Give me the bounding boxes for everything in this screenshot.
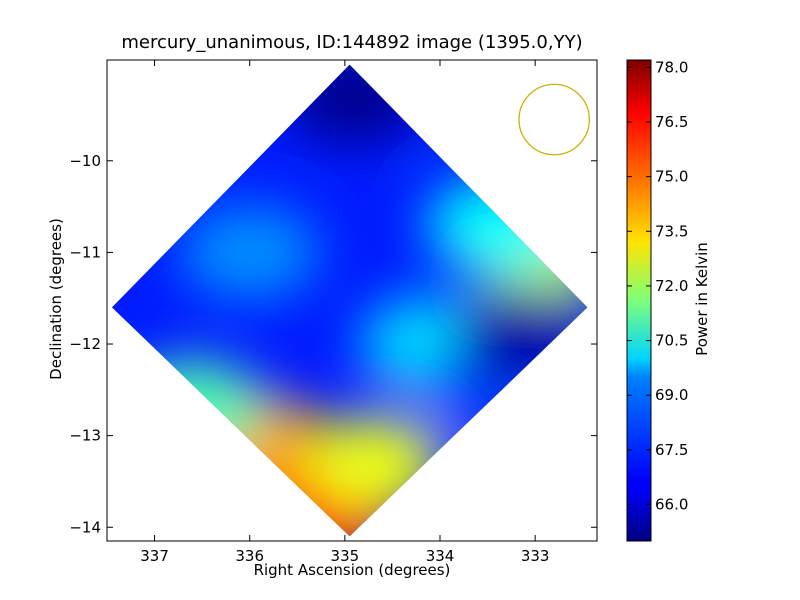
y-tick-label: −14 — [69, 518, 101, 536]
y-axis-label: Declination (degrees) — [47, 218, 65, 380]
colorbar — [626, 59, 652, 542]
colorbar-tick-label: 73.5 — [655, 222, 688, 240]
x-tick-label: 336 — [235, 547, 264, 565]
colorbar-tick-label: 67.5 — [655, 441, 688, 459]
x-axis-label: Right Ascension (degrees) — [253, 561, 451, 579]
colorbar-tick-label: 70.5 — [655, 332, 688, 350]
x-tick-label: 333 — [521, 547, 550, 565]
colorbar-tick-label: 69.0 — [655, 386, 688, 404]
y-tick-label: −13 — [69, 427, 101, 445]
chart-title: mercury_unanimous, ID:144892 image (1395… — [121, 32, 583, 53]
colorbar-tick-label: 66.0 — [655, 496, 688, 514]
colorbar-tick-label: 72.0 — [655, 277, 688, 295]
colorbar-tick-label: 75.0 — [655, 168, 688, 186]
heat-region — [179, 204, 320, 301]
y-tick-label: −10 — [69, 152, 101, 170]
beam-circle — [518, 83, 591, 156]
colorbar-tick-label: 78.0 — [655, 58, 688, 76]
x-tick-label: 335 — [331, 547, 360, 565]
colorbar-label: Power in Kelvin — [693, 242, 711, 356]
colorbar-tick-label: 76.5 — [655, 113, 688, 131]
y-tick-label: −12 — [69, 335, 101, 353]
x-tick-label: 334 — [426, 547, 455, 565]
y-tick-label: −11 — [69, 243, 101, 261]
x-tick-label: 337 — [140, 547, 169, 565]
